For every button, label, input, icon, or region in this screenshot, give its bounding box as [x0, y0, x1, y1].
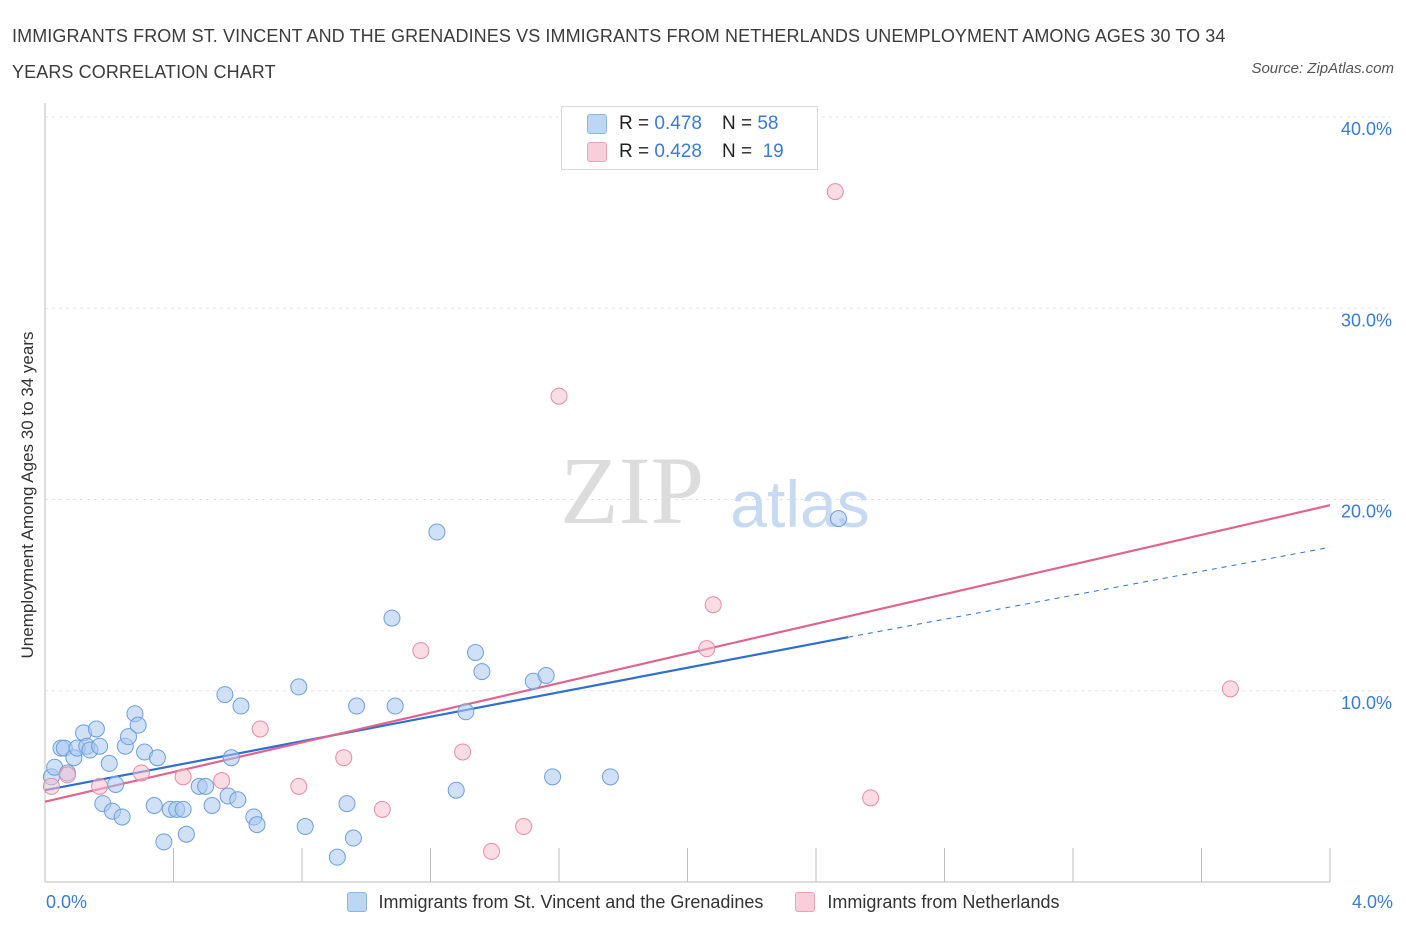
point-blue: [348, 697, 366, 715]
legend-n-value: 58: [757, 113, 779, 134]
point-pink: [58, 766, 76, 784]
point-pink: [704, 596, 722, 614]
watermark: ZIP atlas: [560, 437, 870, 544]
point-blue: [537, 666, 555, 684]
point-pink: [42, 777, 60, 795]
point-blue: [177, 825, 195, 843]
point-pink: [335, 749, 353, 767]
point-pink: [213, 772, 231, 790]
point-blue: [129, 716, 147, 734]
y-tick-label: 10.0%: [1341, 693, 1392, 713]
point-pink: [454, 743, 472, 761]
point-blue: [174, 800, 192, 818]
point-pink: [1221, 680, 1239, 698]
source-credit: Source: ZipAtlas.com: [1251, 60, 1394, 77]
point-pink: [515, 818, 533, 836]
point-blue: [229, 791, 247, 809]
watermark-atlas: atlas: [730, 467, 869, 541]
data-points: [42, 183, 1239, 866]
point-blue: [120, 728, 138, 746]
point-pink: [698, 640, 716, 658]
point-pink: [483, 842, 501, 860]
y-tick-label: 40.0%: [1341, 119, 1392, 139]
series-legend: Immigrants from St. Vincent and the Gren…: [0, 888, 1406, 916]
watermark-zip: ZIP: [560, 437, 704, 544]
legend-swatch-pink: [587, 142, 607, 162]
point-blue: [290, 678, 308, 696]
point-blue: [100, 754, 118, 772]
legend-r-label: R =: [619, 141, 650, 162]
point-blue: [203, 797, 221, 814]
point-blue: [197, 777, 215, 795]
point-pink: [550, 387, 568, 405]
chart-title: IMMIGRANTS FROM ST. VINCENT AND THE GREN…: [12, 26, 1226, 82]
point-pink: [373, 800, 391, 818]
point-blue: [232, 697, 250, 715]
legend-r-label: R =: [619, 113, 650, 134]
point-blue: [338, 795, 356, 813]
point-blue: [113, 808, 131, 826]
point-pink: [91, 777, 109, 795]
point-blue: [222, 749, 240, 767]
point-blue: [216, 686, 234, 704]
x-tick-label: 4.0%: [1352, 892, 1393, 912]
legend-r-value: 0.478: [654, 113, 702, 134]
legend-n-label: N =: [721, 113, 753, 134]
point-blue: [383, 609, 401, 627]
point-pink: [174, 768, 192, 786]
series-legend-swatch-blue: [346, 892, 367, 912]
series-legend-item-pink: Immigrants from Netherlands: [795, 892, 1059, 913]
series-legend-label: Immigrants from Netherlands: [827, 891, 1060, 912]
trendline-blue-extension: [848, 546, 1331, 638]
point-pink: [251, 720, 269, 738]
legend-r-value: 0.428: [654, 141, 702, 162]
point-pink: [826, 183, 844, 201]
point-blue: [148, 749, 166, 767]
point-blue: [87, 720, 105, 738]
legend-n-label: N =: [721, 141, 753, 162]
point-blue: [91, 737, 109, 755]
point-blue: [248, 816, 266, 834]
series-legend-item-blue: Immigrants from St. Vincent and the Gren…: [346, 891, 764, 913]
point-blue: [601, 768, 619, 786]
point-blue: [155, 833, 173, 851]
trendline-blue: [44, 636, 849, 792]
stats-legend: R = 0.478 N = 58 R = 0.428 N = 19: [561, 106, 818, 170]
point-blue: [544, 768, 562, 786]
y-tick-labels: 10.0% 20.0% 30.0% 40.0%: [1341, 119, 1392, 713]
y-tick-label: 20.0%: [1341, 502, 1392, 522]
point-pink: [862, 789, 880, 807]
x-tick-labels: 0.0% 4.0%: [46, 892, 1393, 912]
point-blue: [457, 703, 475, 721]
x-tick-label: 0.0%: [46, 892, 87, 912]
trendline-pink: [44, 504, 1331, 803]
legend-n-value: 19: [762, 141, 784, 162]
trendlines: [44, 504, 1331, 803]
point-blue: [328, 848, 346, 866]
point-blue: [344, 829, 362, 847]
point-blue: [473, 663, 491, 681]
point-blue: [829, 510, 847, 528]
legend-row-blue: R = 0.478 N = 58: [587, 112, 778, 136]
legend-swatch-blue: [587, 114, 607, 134]
point-pink: [290, 777, 308, 795]
point-blue: [107, 775, 125, 793]
legend-row-pink: R = 0.428 N = 19: [587, 140, 784, 164]
point-blue: [428, 523, 446, 541]
point-blue: [386, 697, 404, 715]
point-blue: [447, 781, 465, 799]
series-legend-swatch-pink: [795, 892, 816, 912]
series-legend-label: Immigrants from St. Vincent and the Gren…: [378, 891, 764, 912]
point-pink: [412, 642, 430, 660]
point-blue: [145, 797, 163, 814]
axes: [44, 103, 1331, 883]
point-pink: [132, 764, 150, 782]
point-blue: [296, 818, 314, 836]
y-tick-label: 30.0%: [1341, 310, 1392, 330]
point-blue: [466, 644, 484, 661]
